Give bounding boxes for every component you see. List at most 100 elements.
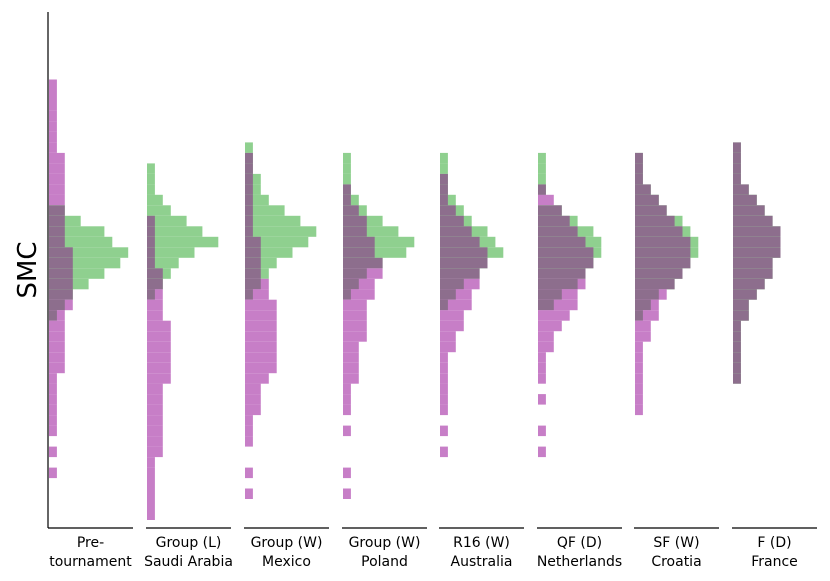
histogram-bar	[440, 404, 448, 416]
histogram-bar	[538, 152, 546, 164]
histogram-bar-overlap	[49, 247, 73, 258]
panel-label-line1: R16 (W)	[453, 535, 510, 551]
histogram-bar	[147, 373, 171, 384]
histogram-bar	[635, 394, 643, 405]
histogram-bar-overlap	[245, 163, 253, 174]
histogram-bar	[440, 352, 448, 363]
histogram-bar	[49, 404, 57, 416]
histogram-bar-overlap	[343, 194, 351, 206]
histogram-bar	[147, 247, 195, 258]
histogram-bar	[49, 257, 121, 269]
panel-2: Group (L) Saudi Arabia	[144, 163, 233, 570]
histogram-bar-overlap	[343, 236, 375, 248]
histogram-bar	[440, 383, 448, 395]
histogram-bar	[538, 331, 554, 342]
panel-label-line1: QF (D)	[557, 535, 602, 551]
histogram-bar	[245, 247, 293, 258]
histogram-bar	[245, 194, 269, 206]
histogram-bar	[49, 131, 57, 143]
panel-label-line2: Netherlands	[537, 554, 622, 570]
histogram-bar	[147, 362, 171, 374]
histogram-bar	[635, 352, 643, 363]
histogram-bar-overlap	[245, 194, 253, 206]
histogram-bar-overlap	[245, 257, 261, 269]
histogram-bar	[538, 173, 546, 185]
histogram-bar	[245, 404, 261, 416]
histogram-bar	[245, 394, 261, 405]
histogram-bar-overlap	[49, 205, 65, 216]
histogram-bar-overlap	[440, 194, 448, 206]
histogram-bar-overlap	[440, 268, 480, 279]
histogram-bar-overlap	[245, 152, 253, 164]
histogram-bar	[147, 205, 171, 216]
histogram-bar	[147, 415, 163, 426]
histogram-bar	[49, 110, 57, 122]
histogram-bar	[343, 352, 359, 363]
histogram-bar	[49, 215, 81, 227]
histogram-bar-overlap	[733, 142, 741, 153]
histogram-bar	[635, 320, 651, 332]
histogram-bar	[147, 236, 219, 248]
histogram-bar-overlap	[733, 257, 773, 269]
histogram-bar-overlap	[343, 268, 367, 279]
histogram-bar	[343, 173, 351, 185]
histogram-bar	[245, 362, 277, 374]
histogram-bar-overlap	[245, 226, 253, 237]
histogram-bar	[245, 352, 277, 363]
histogram-bar	[635, 331, 651, 342]
histogram-bar	[245, 299, 277, 311]
histogram-bar	[343, 320, 367, 332]
histogram-bar	[147, 499, 155, 510]
histogram-bar	[245, 341, 277, 353]
histogram-bar-overlap	[635, 236, 691, 248]
histogram-bar	[49, 163, 65, 174]
histogram-bar-overlap	[343, 226, 367, 237]
histogram-bar	[49, 173, 65, 185]
histogram-bar	[147, 215, 187, 227]
histogram-bar-overlap	[245, 236, 261, 248]
histogram-bar	[49, 226, 105, 237]
histogram-bar	[440, 425, 448, 437]
histogram-bar-overlap	[245, 184, 253, 195]
histogram-bar	[635, 404, 643, 416]
histogram-bar	[147, 457, 155, 468]
panel-4: Group (W) Poland	[342, 152, 427, 570]
histogram-bar	[538, 352, 546, 363]
histogram-bar	[343, 383, 351, 395]
histogram-bar-overlap	[635, 268, 683, 279]
histogram-bar-overlap	[635, 205, 667, 216]
histogram-bar	[440, 310, 464, 321]
histogram-bar	[147, 194, 163, 206]
histogram-bar	[49, 184, 65, 195]
histogram-bar-overlap	[635, 226, 683, 237]
histogram-bar	[49, 467, 57, 479]
histogram-bar-overlap	[733, 194, 757, 206]
histogram-bar-overlap	[733, 173, 741, 185]
histogram-bar	[245, 488, 253, 499]
panel-label-line1: Group (W)	[251, 535, 323, 551]
histogram-bar	[538, 373, 546, 384]
histogram-bar-overlap	[733, 205, 765, 216]
histogram-bar-overlap	[635, 278, 675, 290]
histogram-bar	[49, 142, 57, 153]
histogram-bar-overlap	[733, 268, 773, 279]
histogram-bar	[343, 289, 375, 300]
histogram-bar	[440, 299, 472, 311]
histogram-bar-overlap	[343, 278, 359, 290]
histogram-bar	[440, 394, 448, 405]
panel-label-line1: Group (L)	[156, 535, 222, 551]
histogram-bar	[147, 467, 155, 479]
histogram-bar-overlap	[49, 215, 65, 227]
histogram-bar	[635, 383, 643, 395]
histogram-bar-overlap	[245, 268, 261, 279]
histogram-bar-overlap	[49, 268, 73, 279]
panel-label-line1: F (D)	[757, 535, 791, 551]
histogram-bar	[635, 341, 643, 353]
panel-5: R16 (W) Australia	[439, 152, 524, 570]
histogram-bar	[343, 341, 359, 353]
histogram-bar-overlap	[49, 257, 73, 269]
histogram-bar	[245, 425, 253, 437]
histogram-bar-overlap	[733, 331, 741, 342]
histogram-bar-overlap	[538, 226, 578, 237]
histogram-bar	[49, 121, 57, 132]
